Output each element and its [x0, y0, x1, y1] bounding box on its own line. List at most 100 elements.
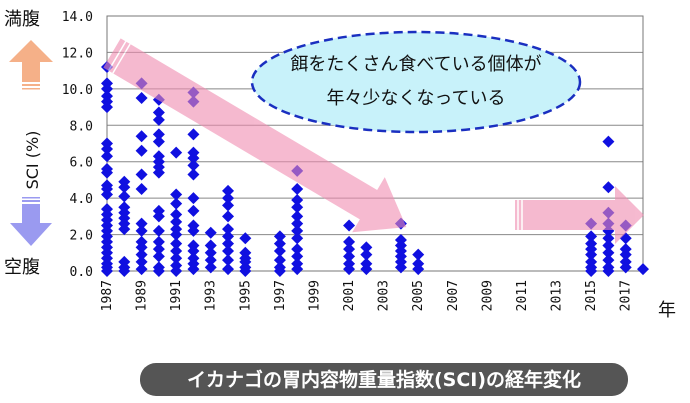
data-point	[222, 192, 235, 205]
data-point	[360, 263, 373, 276]
data-point	[602, 181, 615, 194]
data-point	[152, 106, 165, 119]
data-point	[101, 166, 113, 179]
data-point	[291, 263, 304, 276]
x-tick-label: 1989	[135, 280, 150, 311]
data-point	[222, 223, 235, 236]
data-point	[101, 82, 113, 95]
data-point	[187, 152, 200, 165]
data-point	[135, 241, 148, 254]
data-point	[204, 226, 217, 239]
data-point	[239, 232, 252, 245]
data-point	[291, 232, 304, 245]
data-point	[135, 144, 148, 157]
data-point	[602, 135, 615, 148]
data-point	[152, 250, 165, 263]
data-point	[135, 168, 148, 181]
data-point	[360, 241, 373, 254]
data-point	[101, 101, 113, 114]
data-point	[118, 190, 131, 203]
data-point	[585, 230, 598, 243]
data-point	[187, 128, 200, 141]
data-point	[118, 223, 131, 236]
chart-title-banner: イカナゴの胃内容物重量指数(SCI)の経年変化	[140, 363, 628, 396]
data-point	[135, 130, 148, 143]
data-point	[291, 250, 304, 263]
data-point	[412, 263, 425, 276]
data-point	[343, 219, 356, 232]
x-tick-label: 2007	[446, 280, 461, 311]
data-point	[135, 224, 148, 237]
data-point	[187, 168, 200, 181]
x-tick-label: 1999	[307, 280, 322, 311]
data-point	[152, 243, 165, 256]
data-point	[394, 261, 407, 274]
data-point	[343, 243, 356, 256]
data-point	[585, 248, 598, 261]
x-tick-label: 2005	[411, 280, 426, 311]
data-point	[204, 261, 217, 274]
data-point	[239, 265, 252, 277]
data-point	[187, 224, 200, 237]
data-point	[135, 91, 148, 104]
data-point	[152, 166, 165, 179]
x-tick-label: 2003	[377, 280, 392, 311]
data-point	[291, 210, 304, 223]
data-point	[204, 246, 217, 259]
data-point	[152, 113, 165, 126]
data-point	[170, 244, 183, 257]
y-tick-labels: 0.0 2.0 4.0 6.0 8.0 10.0 12.0 14.0	[62, 10, 93, 280]
x-tick-label: 2001	[342, 280, 357, 311]
data-point	[291, 201, 304, 214]
data-point	[602, 254, 615, 267]
empty-stomach-label: 空腹	[4, 257, 40, 278]
data-point	[602, 239, 615, 252]
x-tick-label: 1987	[100, 280, 115, 311]
chart-title: イカナゴの胃内容物重量指数(SCI)の経年変化	[187, 368, 581, 391]
x-tick-label: 2009	[480, 280, 495, 311]
annotation-bubble: 餌をたくさん食べている個体が 年々少なくなっている	[250, 30, 582, 134]
data-point	[222, 210, 235, 223]
data-point	[135, 248, 148, 261]
data-point	[619, 248, 632, 261]
y-tick-label: 4.0	[70, 192, 93, 207]
data-point	[170, 215, 183, 228]
data-point	[291, 217, 304, 230]
down-arrow-icon	[10, 197, 52, 246]
data-point	[170, 208, 183, 221]
data-point	[222, 244, 235, 257]
data-point	[152, 135, 165, 148]
data-point	[291, 183, 304, 196]
y-tick-label: 6.0	[70, 156, 93, 171]
data-point	[152, 210, 165, 223]
y-tick-label: 2.0	[70, 229, 93, 244]
data-point	[602, 232, 615, 245]
x-tick-label: 2015	[584, 280, 599, 311]
data-point	[222, 230, 235, 243]
y-tick-label: 0.0	[70, 265, 93, 280]
y-tick-label: 10.0	[62, 83, 93, 98]
data-point	[619, 261, 632, 274]
data-point	[101, 188, 113, 201]
data-point	[291, 224, 304, 237]
data-point	[222, 199, 235, 212]
data-point	[222, 184, 235, 197]
x-tick-label: 1995	[238, 280, 253, 311]
data-point	[204, 254, 217, 267]
data-point	[152, 265, 165, 277]
x-tick-label: 2013	[550, 280, 565, 311]
data-point	[187, 159, 200, 172]
data-point	[291, 193, 304, 206]
data-point	[222, 263, 235, 276]
data-point	[343, 250, 356, 263]
up-arrow-icon	[9, 40, 53, 90]
decline-arrow	[103, 38, 407, 233]
data-point	[170, 188, 183, 201]
data-point	[273, 230, 286, 243]
y-tick-label: 8.0	[70, 119, 93, 134]
data-point	[135, 217, 148, 230]
y-tick-label: 14.0	[62, 10, 93, 25]
data-point	[187, 263, 200, 276]
x-tick-label: 2011	[515, 280, 530, 311]
